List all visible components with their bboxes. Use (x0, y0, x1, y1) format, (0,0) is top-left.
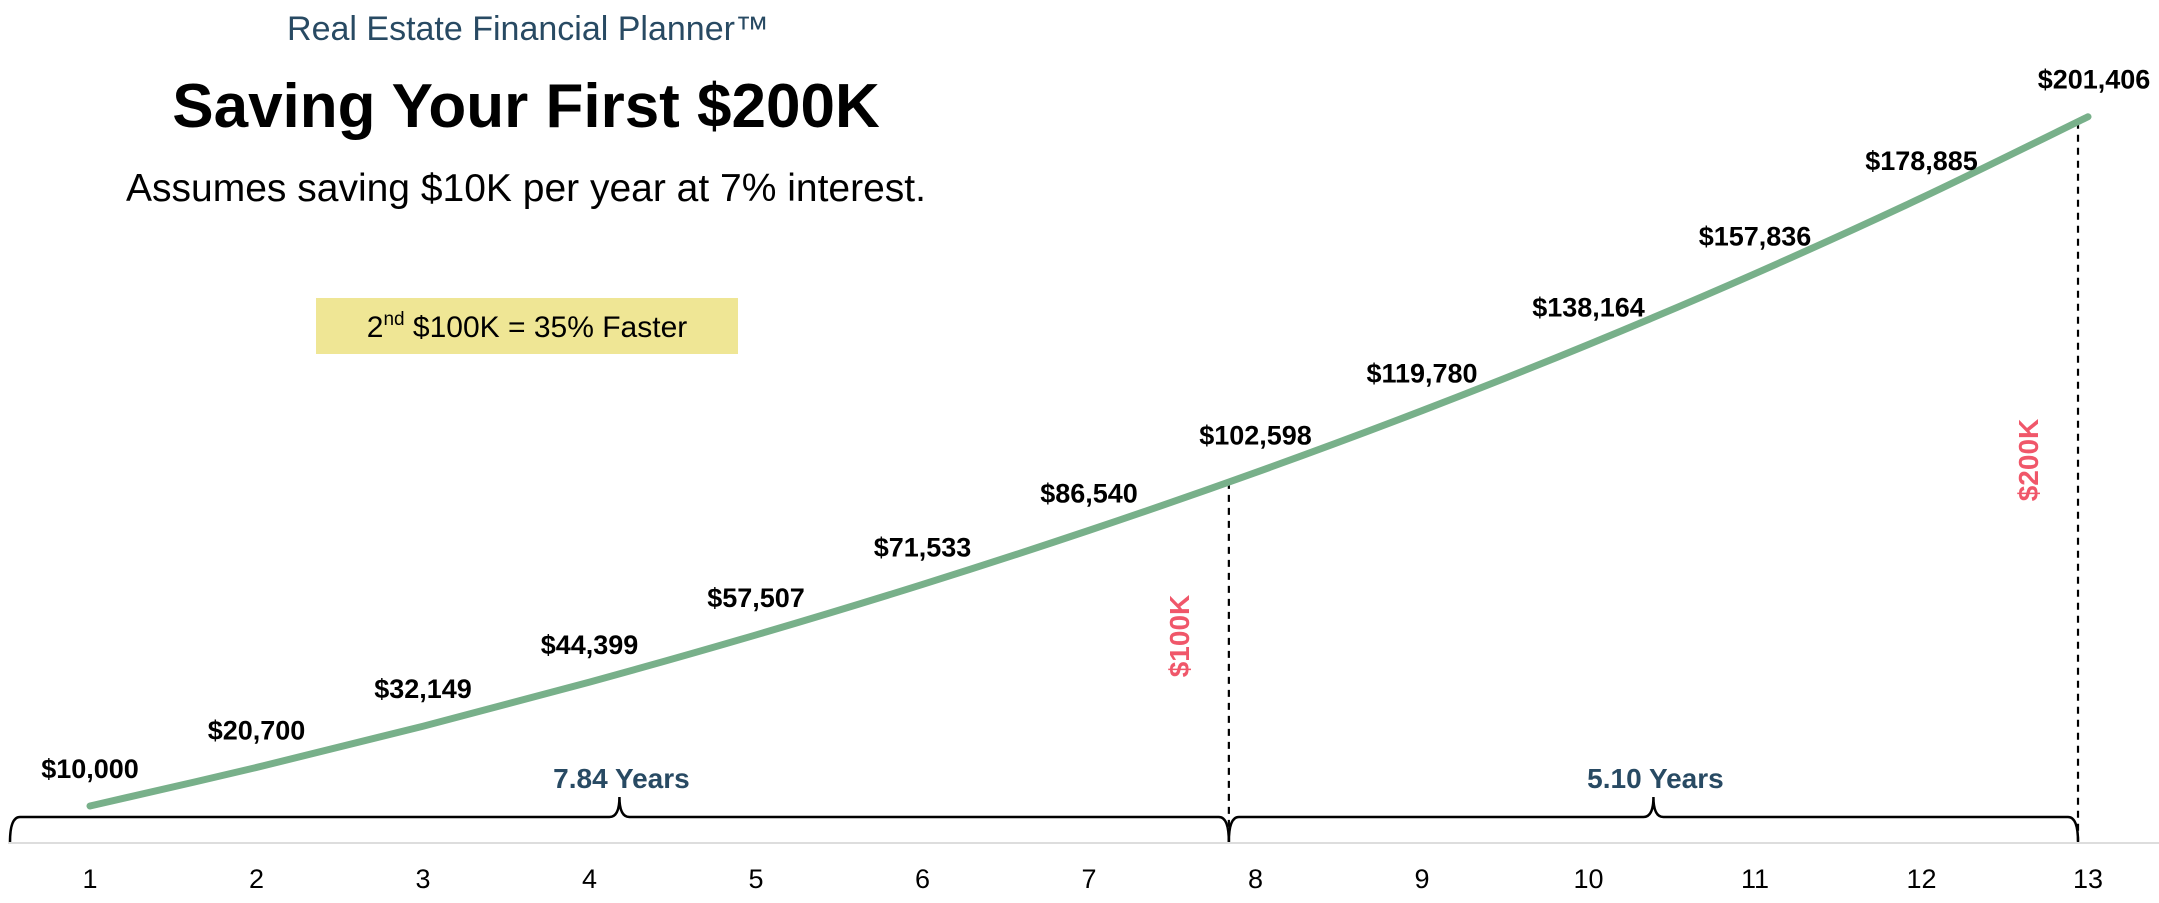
data-label-year-4: $44,399 (541, 630, 639, 660)
brand-name: Real Estate Financial Planner™ (287, 10, 769, 48)
data-label-year-5: $57,507 (707, 583, 805, 613)
marker-label-1: $100K (1164, 595, 1195, 678)
data-label-year-7: $86,540 (1040, 478, 1138, 508)
duration-label-2: 5.10 Years (1587, 763, 1724, 794)
x-axis-ticks: 1 2 3 4 5 6 7 8 9 10 11 12 13 (82, 864, 2103, 894)
savings-series (86, 113, 2092, 810)
duration-bracket-1 (8, 796, 1231, 843)
x-tick-label-12: 12 (1906, 864, 1936, 894)
marker-label-2: $200K (2013, 419, 2044, 502)
duration-bracket-2 (1227, 796, 2080, 843)
chart-subtitle: Assumes saving $10K per year at 7% inter… (126, 167, 926, 210)
x-tick-label-7: 7 (1081, 864, 1096, 894)
callout-ordinal: 2 (367, 311, 384, 344)
x-tick-label-8: 8 (1248, 864, 1263, 894)
x-tick-label-11: 11 (1741, 864, 1769, 894)
chart-title: Saving Your First $200K (172, 72, 880, 141)
x-tick-label-13: 13 (2073, 864, 2103, 894)
x-tick-label-2: 2 (249, 864, 264, 894)
callout-superscript: nd (383, 309, 404, 330)
data-label-year-12: $178,885 (1865, 146, 1978, 176)
data-label-year-10: $138,164 (1532, 292, 1645, 322)
x-tick-label-3: 3 (415, 864, 430, 894)
data-label-year-6: $71,533 (874, 532, 972, 562)
data-label-year-11: $157,836 (1699, 222, 1812, 252)
callout-badge: 2nd $100K = 35% Faster (316, 298, 738, 354)
callout-label: 2nd $100K = 35% Faster (367, 309, 688, 344)
x-tick-label-9: 9 (1414, 864, 1429, 894)
x-tick-label-1: 1 (82, 864, 97, 894)
x-tick-label-6: 6 (915, 864, 930, 894)
x-tick-label-10: 10 (1573, 864, 1603, 894)
data-label-year-13: $201,406 (2038, 65, 2151, 95)
duration-label-1: 7.84 Years (553, 763, 690, 794)
callout-background (316, 298, 738, 354)
data-label-year-8: $102,598 (1199, 421, 1312, 451)
data-label-year-1: $10,000 (41, 754, 139, 784)
data-label-year-3: $32,149 (374, 674, 472, 704)
data-labels: $10,000 $20,700 $32,149 $44,399 $57,507 $71,5… (41, 65, 2150, 784)
milestone-markers: $100K $200K (1164, 121, 2080, 841)
data-label-year-9: $119,780 (1366, 359, 1477, 389)
x-tick-label-5: 5 (748, 864, 763, 894)
duration-brackets: 7.84 Years 5.10 Years (8, 763, 2080, 843)
x-tick-label-4: 4 (582, 864, 597, 894)
savings-line (86, 113, 2092, 810)
callout-text: $100K = 35% Faster (405, 311, 688, 344)
data-label-year-2: $20,700 (208, 715, 306, 745)
